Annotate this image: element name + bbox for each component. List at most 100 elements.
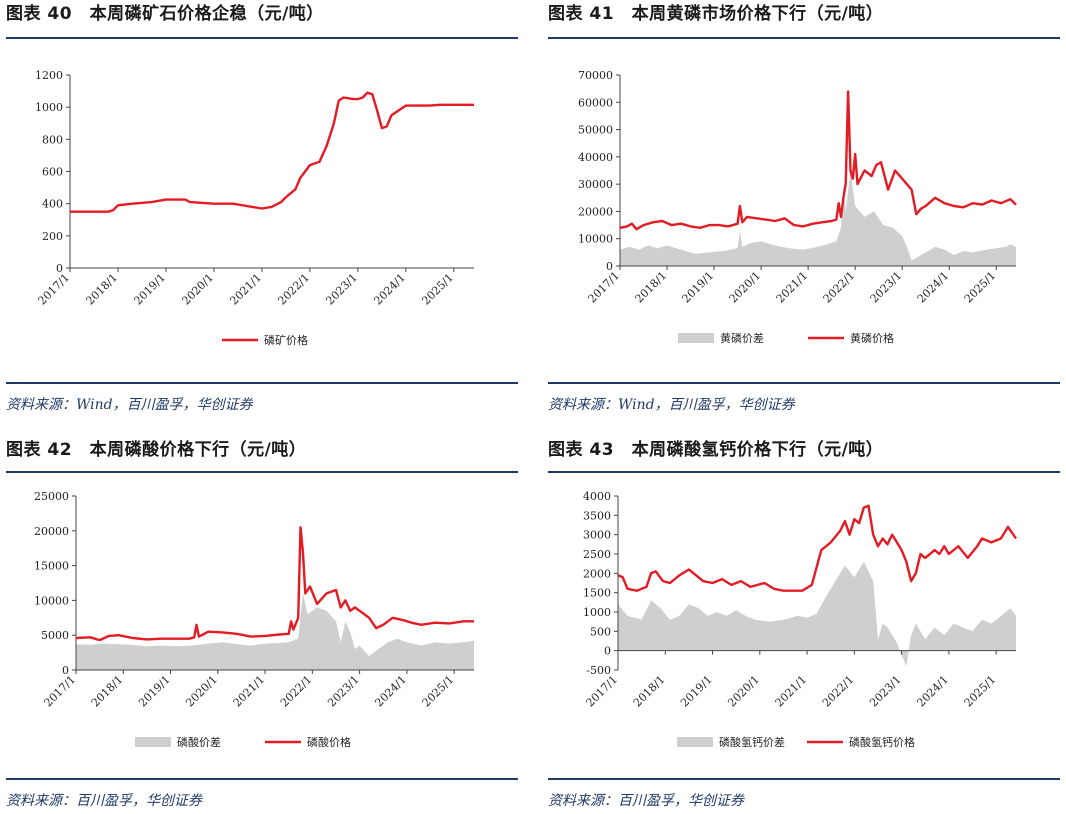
- x-tick-label: 2018/1: [633, 269, 670, 306]
- x-tick-label: 2025/1: [962, 269, 999, 306]
- y-tick-label: 0: [62, 664, 69, 677]
- x-tick-label: 2017/1: [42, 673, 79, 710]
- y-tick-label: 2000: [583, 567, 611, 580]
- source-divider: [548, 778, 1060, 780]
- y-tick-label: 400: [42, 198, 63, 211]
- source-note: 资料来源：Wind，百川盈孚，华创证券: [548, 397, 795, 413]
- x-tick-label: 2018/1: [89, 673, 126, 710]
- y-tick-label: 3500: [583, 509, 611, 522]
- legend-label: 磷酸价格: [307, 735, 351, 749]
- chart-yellow-phosphorus-price: 0 10000 20000 30000 40000 50000 60000 70000 2017…: [578, 69, 1017, 345]
- source-note: 资料来源：百川盈孚，华创证券: [6, 793, 202, 809]
- x-tick-label: 2022/1: [278, 673, 315, 710]
- series-line-磷酸氢钙价格: [617, 504, 1017, 592]
- title-divider: [548, 471, 1060, 473]
- x-tick-label: 2025/1: [419, 271, 456, 308]
- x-tick-label: 2017/1: [584, 673, 621, 710]
- x-tick-label: 2018/1: [84, 271, 121, 308]
- y-tick-label: 1000: [35, 101, 63, 114]
- y-tick-label: 5000: [41, 629, 69, 642]
- x-tick-label: 2020/1: [727, 269, 764, 306]
- x-tick-label: 2025/1: [962, 673, 999, 710]
- source-divider: [548, 382, 1060, 384]
- y-tick-label: 0: [606, 260, 613, 273]
- y-tick-label: 30000: [578, 178, 613, 191]
- y-tick-label: 70000: [578, 69, 613, 82]
- legend-swatch-area: [135, 737, 171, 747]
- x-tick-label: 2018/1: [631, 673, 668, 710]
- panel-dicalcium-phosphate: 图表 43 本周磷酸氢钙价格下行（元/吨） -500 0 500 1000 1500 20…: [548, 436, 1060, 814]
- x-tick-label: 2023/1: [867, 673, 904, 710]
- x-tick-label: 2022/1: [821, 269, 858, 306]
- x-tick-label: 2019/1: [136, 673, 173, 710]
- y-tick-label: 800: [42, 133, 63, 146]
- chart-title: 图表 40 本周磷矿石价格企稳（元/吨）: [6, 4, 324, 24]
- source-divider: [6, 382, 518, 384]
- x-tick-label: 2023/1: [325, 673, 362, 710]
- chart-dicalcium-phosphate-price: -500 0 500 1000 1500 2000 2500 3000 3500 4000 2017…: [583, 490, 1017, 749]
- legend-swatch-area: [677, 737, 713, 747]
- y-tick-label: 2500: [583, 548, 611, 561]
- x-tick-label: 2017/1: [36, 271, 73, 308]
- y-tick-label: 0: [56, 262, 63, 275]
- x-tick-label: 2021/1: [231, 673, 268, 710]
- x-tick-label: 2025/1: [420, 673, 457, 710]
- y-tick-label: 60000: [578, 96, 613, 109]
- y-tick-label: 3000: [583, 529, 611, 542]
- y-tick-label: 0: [604, 645, 611, 658]
- x-tick-label: 2019/1: [680, 269, 717, 306]
- series-area-磷酸氢钙价差: [618, 561, 1016, 667]
- legend-label: 黄磷价差: [720, 331, 764, 345]
- y-tick-label: 200: [42, 230, 63, 243]
- y-tick-label: 1000: [583, 606, 611, 619]
- y-tick-label: 50000: [578, 124, 613, 137]
- x-tick-label: 2024/1: [372, 673, 409, 710]
- y-tick-label: 600: [42, 166, 63, 179]
- legend-label: 黄磷价格: [850, 331, 894, 345]
- source-note: 资料来源：Wind，百川盈孚，华创证券: [6, 397, 253, 413]
- y-tick-label: -500: [586, 664, 611, 677]
- series-line-磷酸价格: [75, 526, 474, 642]
- x-tick-label: 2021/1: [774, 269, 811, 306]
- x-tick-label: 2021/1: [773, 673, 810, 710]
- x-tick-label: 2020/1: [725, 673, 762, 710]
- x-tick-label: 2024/1: [371, 271, 408, 308]
- chart-title: 图表 42 本周磷酸价格下行（元/吨）: [6, 440, 307, 460]
- title-divider: [6, 37, 518, 39]
- y-tick-label: 500: [590, 625, 611, 638]
- title-divider: [548, 37, 1060, 39]
- x-tick-label: 2023/1: [323, 271, 360, 308]
- y-tick-label: 1200: [35, 69, 63, 82]
- x-tick-label: 2022/1: [820, 673, 857, 710]
- y-tick-label: 4000: [583, 490, 611, 503]
- y-tick-label: 10000: [34, 594, 69, 607]
- legend-label: 磷矿价格: [264, 333, 308, 347]
- y-tick-label: 1500: [583, 587, 611, 600]
- x-tick-label: 2022/1: [275, 271, 312, 308]
- x-tick-label: 2021/1: [227, 271, 264, 308]
- chart-phosphoric-acid-price: 0 5000 10000 15000 20000 25000 2017/1 2018/1 201…: [34, 490, 474, 749]
- series-line-磷矿价格: [70, 91, 474, 213]
- panel-phosphoric-acid: 图表 42 本周磷酸价格下行（元/吨） 0 5000 10000 15000 20000…: [6, 436, 518, 814]
- chart-title: 图表 41 本周黄磷市场价格下行（元/吨）: [548, 4, 884, 24]
- legend-label: 磷酸氢钙价差: [719, 735, 785, 749]
- series-area-磷酸价差: [76, 593, 474, 670]
- x-tick-label: 2024/1: [914, 673, 951, 710]
- y-tick-label: 15000: [34, 560, 69, 573]
- x-tick-label: 2017/1: [586, 269, 623, 306]
- x-tick-label: 2020/1: [183, 673, 220, 710]
- x-tick-label: 2024/1: [915, 269, 952, 306]
- x-tick-label: 2023/1: [868, 269, 905, 306]
- y-tick-label: 25000: [34, 490, 69, 503]
- x-tick-label: 2019/1: [678, 673, 715, 710]
- series-area-黄磷价差: [620, 170, 1016, 266]
- legend-label: 磷酸氢钙价格: [849, 735, 915, 749]
- panel-yellow-phosphorus: 图表 41 本周黄磷市场价格下行（元/吨） 0 10000 20000 30000 40…: [548, 0, 1060, 413]
- y-tick-label: 20000: [578, 205, 613, 218]
- source-divider: [6, 778, 518, 780]
- x-tick-label: 2020/1: [180, 271, 217, 308]
- legend-swatch-area: [678, 333, 714, 343]
- chart-phosphate-rock-price: 0 200 400 600 800 1000 1200 2017/1 2018/1 2019/1 2…: [35, 69, 474, 347]
- y-tick-label: 20000: [34, 525, 69, 538]
- x-tick-label: 2019/1: [132, 271, 169, 308]
